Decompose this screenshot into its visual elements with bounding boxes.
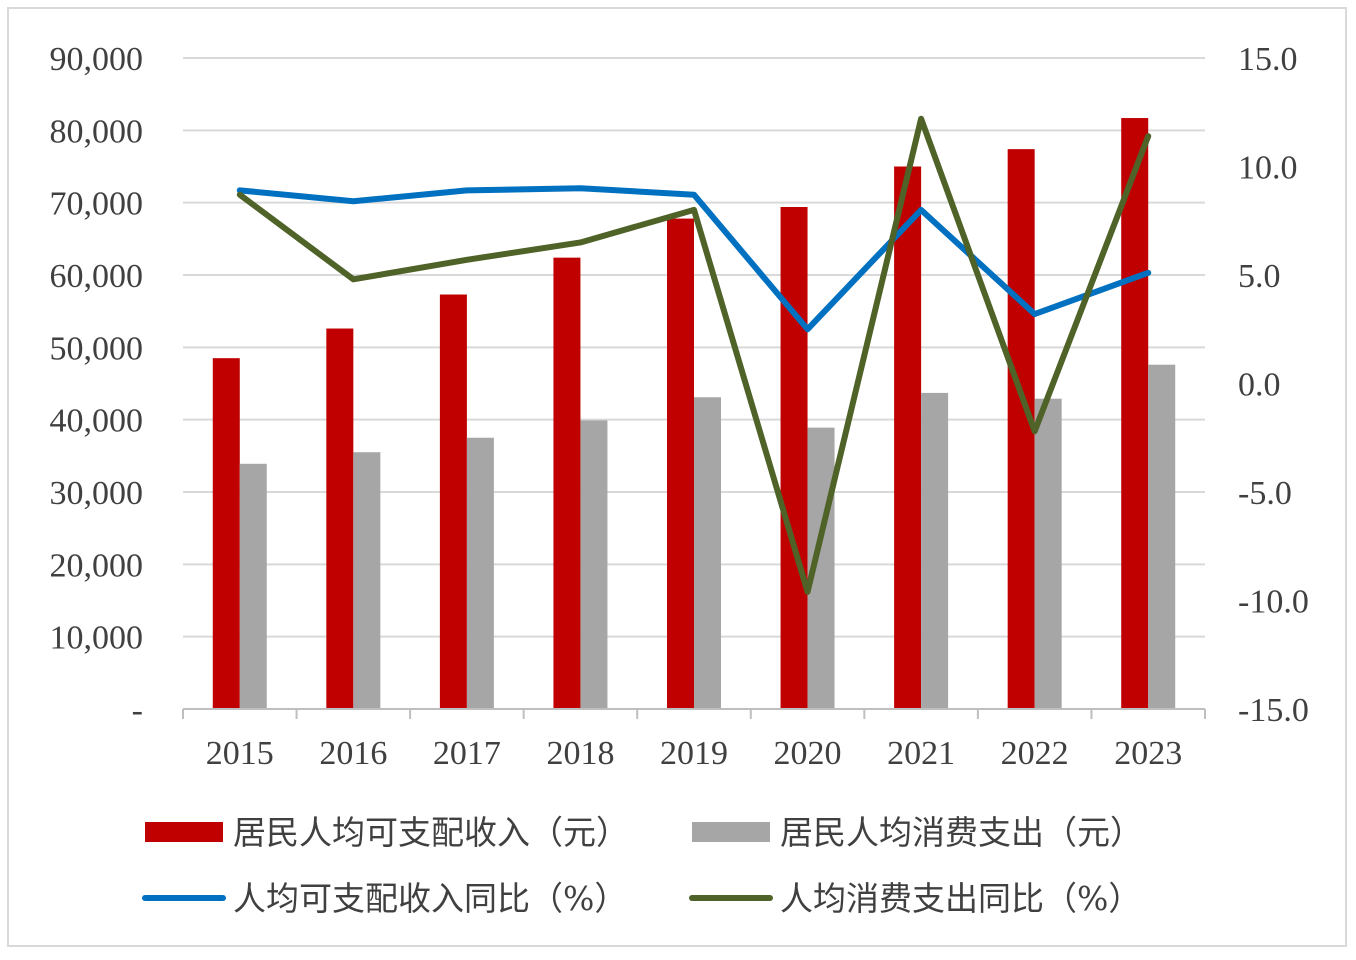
legend-swatch	[692, 822, 770, 842]
bars	[212, 118, 1176, 710]
x-tick-label: 2023	[1114, 735, 1182, 772]
bar-expense	[580, 420, 608, 709]
left-tick-label: 10,000	[50, 620, 144, 657]
x-tick-label: 2016	[319, 735, 387, 772]
x-tick-label: 2020	[774, 735, 842, 772]
bar-expense	[239, 463, 267, 709]
left-tick-label: 70,000	[50, 186, 144, 223]
bar-expense	[1148, 364, 1176, 709]
line-income-yoy	[236, 185, 1152, 333]
bar-income	[439, 294, 467, 709]
legend-swatch	[145, 822, 223, 842]
right-tick-label: 15.0	[1238, 41, 1298, 78]
bar-income	[212, 358, 240, 709]
bar-income	[1121, 118, 1149, 709]
x-tick-label: 2022	[1001, 735, 1069, 772]
bar-expense	[466, 437, 494, 709]
bar-expense	[921, 392, 949, 709]
line-expense-yoy	[236, 115, 1152, 595]
x-tick-label: 2018	[546, 735, 614, 772]
legend: 居民人均可支配收入（元） 居民人均消费支出（元） 人均可支配收入同比（%） 人均消费支…	[142, 813, 1143, 918]
right-tick-label: 10.0	[1238, 150, 1298, 187]
bar-expense	[1034, 398, 1062, 709]
right-tick-label: 0.0	[1238, 367, 1281, 404]
right-tick-label: -5.0	[1238, 475, 1292, 512]
left-tick-label: 20,000	[50, 547, 144, 584]
left-tick-label: 50,000	[50, 330, 144, 367]
bar-income	[1007, 149, 1035, 709]
left-tick-label: 90,000	[50, 41, 144, 78]
right-tick-label: -10.0	[1238, 584, 1309, 621]
legend-income: 居民人均可支配收入（元）	[145, 813, 629, 852]
legend-income-yoy: 人均可支配收入同比（%）	[142, 879, 627, 918]
legend-label: 人均可支配收入同比（%）	[233, 879, 627, 918]
x-tick-label: 2021	[887, 735, 955, 772]
bar-income	[894, 166, 922, 709]
right-tick-label: -15.0	[1238, 692, 1309, 729]
right-tick-label: 5.0	[1238, 258, 1281, 295]
bar-income	[326, 328, 354, 709]
legend-expense-yoy: 人均消费支出同比（%）	[689, 879, 1141, 918]
x-tick-label: 2017	[433, 735, 501, 772]
x-tick-label: 2015	[206, 735, 274, 772]
left-tick-label: 60,000	[50, 258, 144, 295]
bar-expense	[353, 452, 381, 709]
bar-income	[780, 207, 808, 710]
left-tick-label: 40,000	[50, 403, 144, 440]
legend-label: 居民人均消费支出（元）	[780, 813, 1143, 852]
lines	[236, 115, 1152, 595]
left-tick-label: -	[132, 692, 143, 729]
bar-income	[667, 218, 694, 709]
legend-label: 人均消费支出同比（%）	[780, 879, 1141, 918]
left-tick-label: 30,000	[50, 475, 144, 512]
legend-label: 居民人均可支配收入（元）	[233, 813, 629, 852]
x-tick-label: 2019	[660, 735, 728, 772]
bar-income	[553, 257, 581, 709]
bar-expense	[694, 397, 721, 709]
axes: - 10,000 20,000 30,000 40,000 50,000 60,000 70,…	[50, 41, 1309, 772]
legend-expense: 居民人均消费支出（元）	[692, 813, 1143, 852]
left-tick-label: 80,000	[50, 113, 144, 150]
